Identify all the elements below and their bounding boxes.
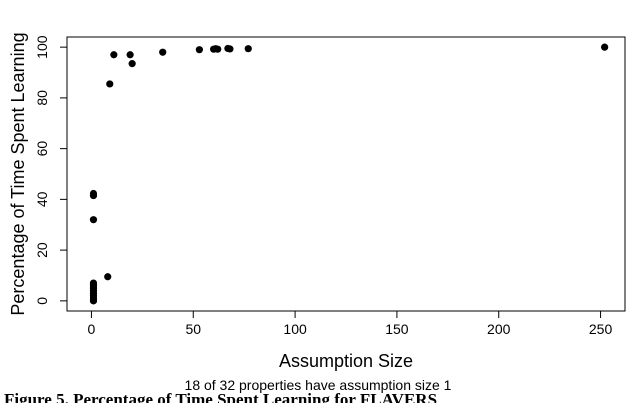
- y-tick-label: 0: [34, 297, 50, 305]
- plot-frame: [66, 36, 626, 312]
- x-tick-label: 0: [88, 321, 96, 337]
- x-axis: 0 50 100 150 200 250: [88, 310, 613, 337]
- y-tick-label: 100: [34, 35, 50, 59]
- data-point: [601, 43, 609, 51]
- x-tick-label: 200: [487, 321, 511, 337]
- figure-caption-text: Figure 5. Percentage of Time Spent Learn…: [4, 390, 438, 403]
- figure-caption-cropped: Figure 5. Percentage of Time Spent Learn…: [0, 386, 629, 403]
- data-point: [126, 51, 134, 59]
- y-axis-label: Percentage of Time Spent Learning: [8, 32, 28, 315]
- data-point: [106, 80, 114, 88]
- y-tick-label: 20: [34, 242, 50, 258]
- data-point: [89, 189, 98, 198]
- x-axis-label: Assumption Size: [279, 351, 413, 371]
- data-point: [110, 51, 118, 59]
- data-point: [128, 60, 136, 68]
- y-tick-label: 80: [34, 90, 50, 106]
- data-point: [195, 46, 203, 54]
- data-point: [244, 45, 252, 53]
- x-tick-label: 250: [589, 321, 613, 337]
- data-point: [104, 273, 112, 281]
- data-point: [89, 279, 98, 287]
- x-tick-label: 50: [185, 321, 201, 337]
- data-point: [214, 45, 222, 53]
- y-axis: 0 20 40 60 80 100: [34, 35, 68, 305]
- chart-subtitle: 18 of 32 properties have assumption size…: [185, 377, 452, 393]
- data-point: [89, 216, 98, 224]
- x-tick-label: 100: [283, 321, 307, 337]
- y-tick-label: 60: [34, 141, 50, 157]
- data-points: [89, 43, 609, 305]
- y-tick-label: 40: [34, 191, 50, 207]
- data-point: [226, 45, 234, 53]
- data-point: [159, 48, 167, 56]
- x-tick-label: 150: [385, 321, 409, 337]
